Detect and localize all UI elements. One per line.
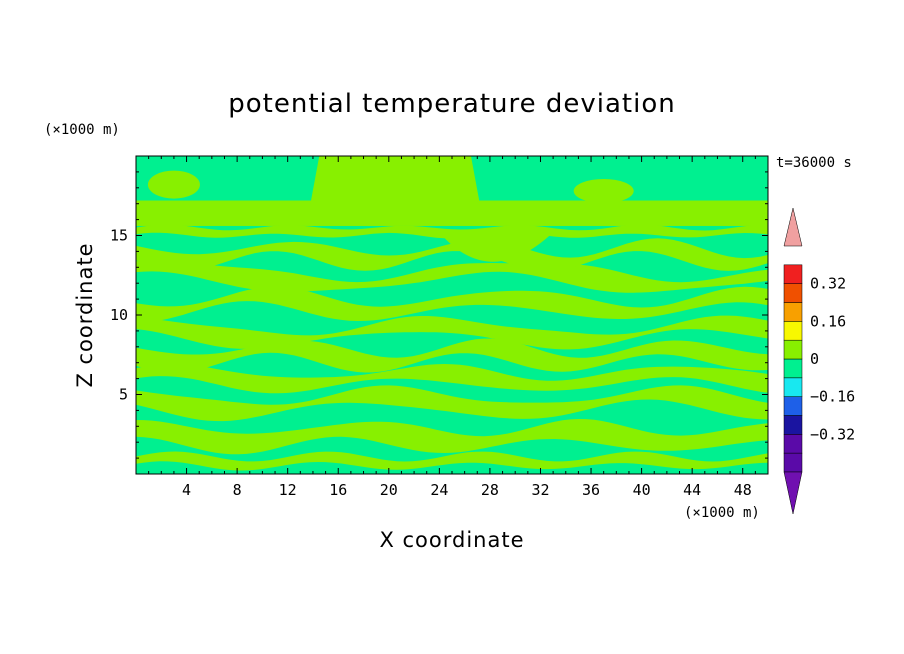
- y-axis-title: Z coordinate: [73, 242, 97, 387]
- x-tick-label: 48: [734, 481, 752, 499]
- x-tick-label: 28: [481, 481, 499, 499]
- x-tick-label: 32: [531, 481, 549, 499]
- colorbar: 0.32 0.16 0 −0.16 −0.32: [783, 207, 855, 515]
- contour-band: [136, 385, 768, 422]
- y-unit-label: (×1000 m): [44, 122, 120, 138]
- x-tick-label: 12: [279, 481, 297, 499]
- colorbar-segment: [783, 339, 803, 360]
- colorbar-label: 0.32: [810, 275, 846, 293]
- contour-band: [136, 338, 768, 373]
- x-tick-label: 16: [329, 481, 347, 499]
- chart-title: potential temperature deviation: [228, 89, 675, 119]
- colorbar-segment: [783, 415, 803, 435]
- time-label: t=36000 s: [776, 155, 852, 171]
- colorbar-label: −0.16: [810, 388, 855, 406]
- contour-band: [136, 238, 768, 271]
- x-tick-label: 8: [233, 481, 242, 499]
- y-tick-label: 5: [119, 386, 128, 404]
- colorbar-segment: [783, 377, 803, 397]
- y-tick-label: 15: [110, 227, 128, 245]
- upper-blob: [573, 178, 634, 203]
- upper-column: [310, 156, 480, 204]
- contour-band: [136, 364, 768, 394]
- contour-band: [136, 224, 768, 239]
- x-tick-label: 20: [380, 481, 398, 499]
- colorbar-label: 0: [810, 350, 819, 368]
- contour-lobe: [439, 232, 554, 262]
- upper-layer: [136, 200, 768, 226]
- x-tick-label: 40: [633, 481, 651, 499]
- colorbar-over-arrow: [783, 207, 803, 247]
- y-axis-ticks: 5 10 15: [110, 171, 768, 459]
- colorbar-segment: [783, 283, 803, 303]
- contour-field: [136, 156, 768, 474]
- colorbar-under-arrow: [783, 471, 803, 515]
- upper-blob: [147, 170, 200, 199]
- colorbar-label: 0.16: [810, 312, 846, 330]
- x-tick-label: 24: [430, 481, 448, 499]
- colorbar-segment: [783, 302, 803, 322]
- y-tick-label: 10: [110, 306, 128, 324]
- colorbar-segment: [783, 264, 803, 284]
- colorbar-segment: [783, 321, 803, 341]
- contour-band: [136, 260, 768, 293]
- colorbar-segment: [783, 396, 803, 416]
- colorbar-segment: [783, 434, 803, 454]
- colorbar-segment: [783, 452, 803, 473]
- x-tick-label: 44: [683, 481, 701, 499]
- x-axis-title: X coordinate: [379, 528, 524, 552]
- contour-band: [136, 286, 768, 323]
- x-unit-label: (×1000 m): [684, 505, 760, 521]
- contour-band: [136, 315, 768, 350]
- colorbar-segment: [783, 358, 803, 379]
- colorbar-label: −0.32: [810, 425, 855, 443]
- contour-band: [136, 419, 768, 455]
- x-axis-ticks: 4 8 12 16 20 24 28 32 36 40 44 48: [148, 156, 756, 499]
- x-tick-label: 4: [182, 481, 191, 499]
- x-tick-label: 36: [582, 481, 600, 499]
- contour-band: [136, 451, 768, 471]
